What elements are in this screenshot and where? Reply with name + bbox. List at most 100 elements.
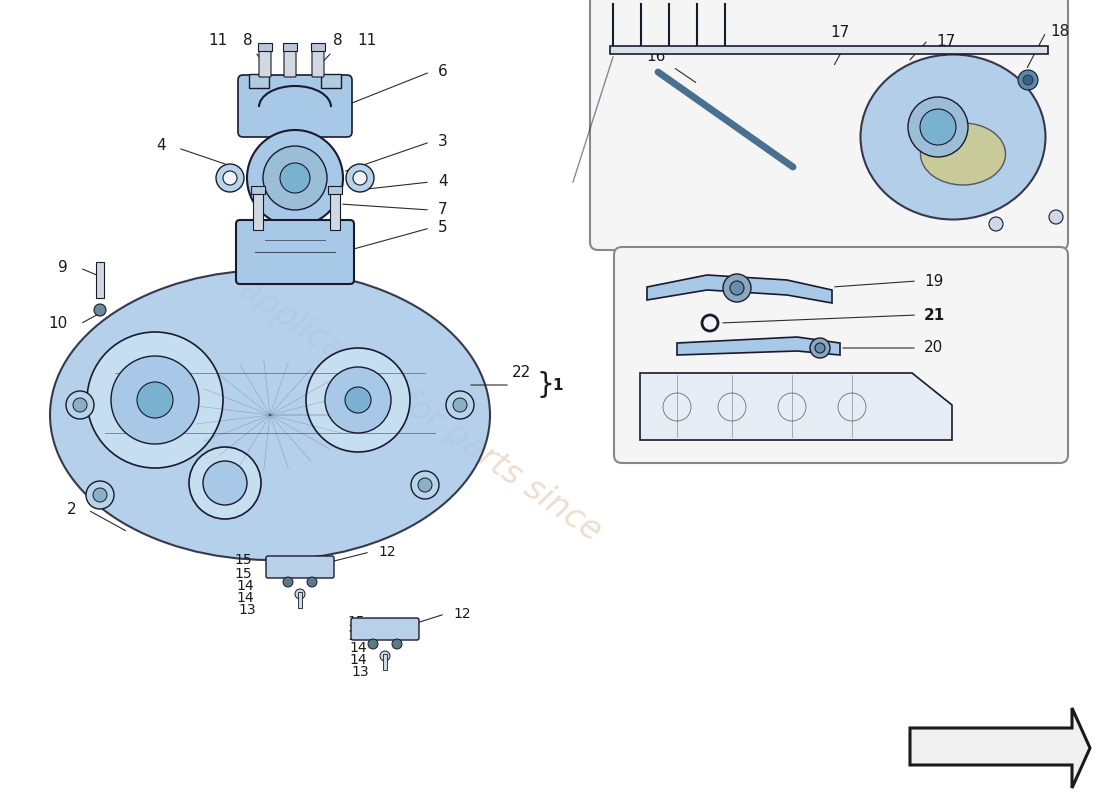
Text: 13: 13 (239, 603, 256, 617)
Circle shape (908, 97, 968, 157)
Text: 17: 17 (830, 25, 849, 40)
Ellipse shape (921, 123, 1005, 185)
Circle shape (94, 304, 106, 316)
Circle shape (446, 391, 474, 419)
Circle shape (1049, 210, 1063, 224)
Ellipse shape (860, 54, 1045, 219)
Circle shape (346, 164, 374, 192)
Text: 5: 5 (438, 221, 448, 235)
Circle shape (730, 281, 744, 295)
Bar (311, 43, 324, 51)
Text: 15: 15 (234, 567, 252, 581)
Circle shape (989, 217, 1003, 231)
Circle shape (295, 589, 305, 599)
FancyBboxPatch shape (236, 220, 354, 284)
Text: 11: 11 (358, 33, 376, 48)
Text: 15: 15 (348, 629, 365, 643)
Circle shape (353, 171, 367, 185)
Text: 16: 16 (647, 49, 666, 64)
Text: 21: 21 (924, 307, 945, 322)
Bar (321, 74, 341, 88)
Polygon shape (647, 275, 832, 303)
Text: 14: 14 (350, 641, 367, 655)
FancyBboxPatch shape (351, 618, 419, 640)
Text: 3: 3 (438, 134, 448, 150)
Text: 6: 6 (438, 65, 448, 79)
Text: 4: 4 (156, 138, 166, 153)
Circle shape (345, 387, 371, 413)
Circle shape (1023, 75, 1033, 85)
FancyBboxPatch shape (614, 247, 1068, 463)
Circle shape (810, 338, 830, 358)
Circle shape (723, 274, 751, 302)
Circle shape (324, 367, 390, 433)
Circle shape (283, 577, 293, 587)
Polygon shape (676, 337, 840, 355)
Circle shape (379, 651, 390, 661)
Bar (283, 43, 297, 51)
Text: 15: 15 (348, 615, 365, 629)
Circle shape (73, 398, 87, 412)
Ellipse shape (50, 270, 490, 560)
Text: 14: 14 (350, 653, 367, 667)
Text: application for parts since: application for parts since (233, 272, 607, 548)
Circle shape (223, 171, 236, 185)
Polygon shape (640, 373, 952, 440)
Bar (251, 186, 265, 194)
Bar (249, 74, 270, 88)
Bar (330, 192, 340, 230)
Bar (96, 262, 104, 298)
Text: 1: 1 (552, 378, 562, 393)
Polygon shape (910, 708, 1090, 788)
Circle shape (411, 471, 439, 499)
Text: 2: 2 (66, 502, 76, 518)
Bar (328, 186, 342, 194)
Text: 18: 18 (1050, 25, 1069, 39)
Circle shape (66, 391, 94, 419)
Text: 8: 8 (243, 33, 253, 48)
Circle shape (248, 130, 343, 226)
Circle shape (280, 163, 310, 193)
FancyBboxPatch shape (266, 556, 334, 578)
Bar (610, 46, 1048, 54)
Text: 7: 7 (438, 202, 448, 218)
Circle shape (392, 639, 402, 649)
Text: 12: 12 (378, 545, 396, 559)
Text: 4: 4 (438, 174, 448, 190)
Text: 11: 11 (208, 33, 228, 48)
Circle shape (815, 343, 825, 353)
FancyBboxPatch shape (590, 0, 1068, 250)
Circle shape (920, 109, 956, 145)
Text: 8: 8 (333, 33, 343, 48)
Circle shape (453, 398, 468, 412)
Text: 17: 17 (936, 34, 955, 50)
Bar (253, 192, 263, 230)
Circle shape (111, 356, 199, 444)
Circle shape (1018, 70, 1038, 90)
Text: 19: 19 (924, 274, 944, 289)
Text: 13: 13 (351, 665, 369, 679)
Text: 15: 15 (234, 553, 252, 567)
Text: 14: 14 (236, 579, 254, 593)
Circle shape (87, 332, 223, 468)
FancyBboxPatch shape (284, 47, 296, 77)
Circle shape (86, 481, 114, 509)
Text: 9: 9 (58, 261, 68, 275)
Text: 22: 22 (512, 365, 531, 380)
Circle shape (204, 461, 248, 505)
Circle shape (306, 348, 410, 452)
Text: 14: 14 (236, 591, 254, 605)
Circle shape (263, 146, 327, 210)
Bar (298, 592, 302, 608)
Circle shape (368, 639, 378, 649)
Text: }: } (536, 371, 553, 399)
Circle shape (138, 382, 173, 418)
Circle shape (307, 577, 317, 587)
Circle shape (94, 488, 107, 502)
FancyBboxPatch shape (258, 47, 271, 77)
Text: 12: 12 (453, 607, 471, 621)
Circle shape (189, 447, 261, 519)
Circle shape (216, 164, 244, 192)
Bar (258, 43, 272, 51)
Bar (383, 654, 387, 670)
